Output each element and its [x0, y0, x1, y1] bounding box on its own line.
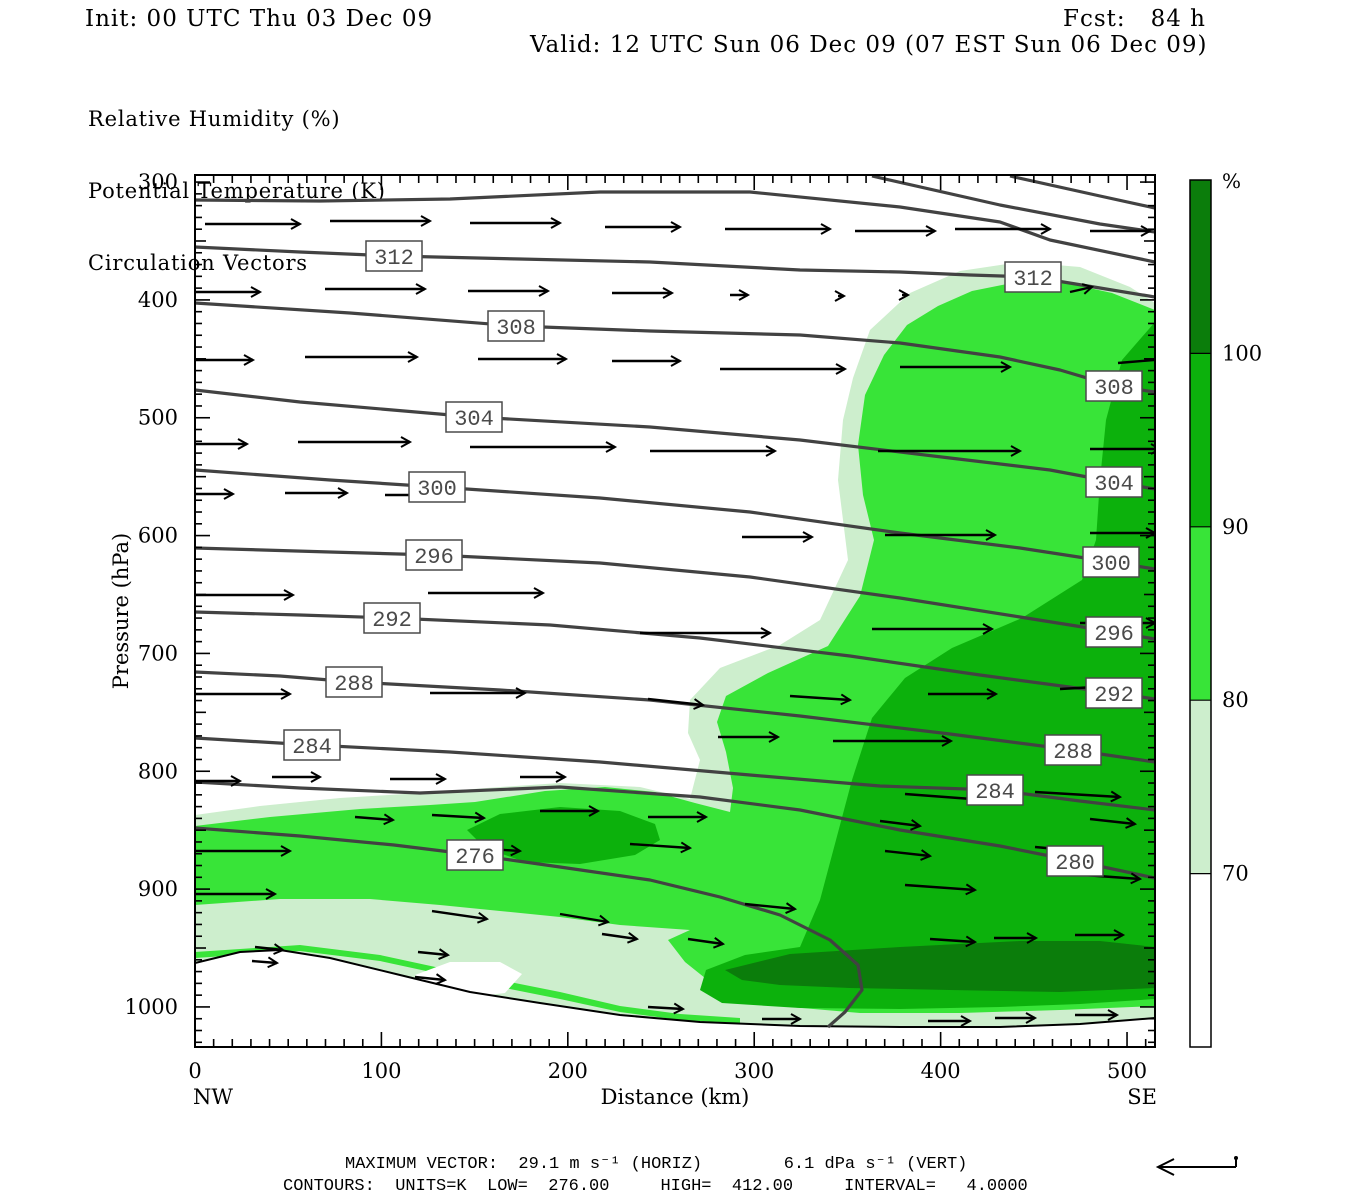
theta-contour-296: [195, 546, 1155, 641]
contour-label-308: 308: [496, 316, 536, 341]
y-tick-label: 900: [138, 877, 178, 901]
contour-label-304: 304: [1094, 472, 1134, 497]
colorbar: % 100 90 80 70: [1189, 169, 1262, 1048]
colorbar-tick-label: 70: [1222, 862, 1249, 886]
contour-label-300: 300: [1091, 552, 1131, 577]
colorbar-tick-label: 90: [1222, 515, 1249, 539]
rh-region-100: [725, 941, 1155, 992]
cross-section-plot: 312 312 308 308 304 304 300 300 296 296 292 292 288 2…: [109, 169, 1262, 1109]
contour-label-284: 284: [975, 780, 1015, 805]
y-tick-label: 600: [138, 524, 178, 548]
x-tick-label: 200: [548, 1059, 588, 1083]
contour-label-296: 296: [1094, 622, 1134, 647]
y-tick-label: 800: [138, 759, 178, 783]
contour-label-296: 296: [414, 545, 454, 570]
contour-label-280: 280: [1055, 851, 1095, 876]
field-circulation-vectors: Circulation Vectors: [88, 251, 308, 275]
axis-labels: 0 100 200 300 400 500 300 400 500 600 700 800 900 100…: [109, 170, 1157, 1109]
y-tick-label: 400: [138, 288, 178, 312]
max-vector-annotation: MAXIMUM VECTOR: 29.1 m s⁻¹ (HORIZ) 6.1 d…: [345, 1155, 968, 1174]
theta-contour-284: [195, 736, 1155, 812]
theta-contour-324: [1009, 175, 1155, 210]
axes: [194, 174, 1156, 1048]
y-tick-label: 700: [138, 641, 178, 665]
max-vector-reference-arrow-icon: [1155, 1156, 1238, 1176]
x-tick-label: 0: [188, 1059, 201, 1083]
y-tick-label: 500: [138, 406, 178, 430]
x-tick-label: 400: [921, 1059, 961, 1083]
contour-label-284: 284: [292, 735, 332, 760]
y-axis-title: Pressure (hPa): [109, 533, 133, 689]
contour-label-300: 300: [417, 477, 457, 502]
x-axis-left-end-label: NW: [193, 1085, 233, 1109]
theta-contour-276: [195, 826, 864, 1029]
circulation-vectors: [195, 215, 1155, 1027]
contour-label-304: 304: [454, 407, 494, 432]
contour-label-312: 312: [374, 246, 414, 271]
contour-label-292: 292: [372, 608, 412, 633]
x-tick-label: 100: [361, 1059, 401, 1083]
theta-contour-292: [195, 610, 1155, 701]
x-axis-right-end-label: SE: [1127, 1085, 1157, 1109]
contour-label-312: 312: [1013, 267, 1053, 292]
contour-label-276: 276: [455, 845, 495, 870]
contour-label-308: 308: [1094, 376, 1134, 401]
y-tick-label: 1000: [125, 995, 178, 1019]
terrain-line: [195, 948, 1155, 1028]
theta-contours: [195, 175, 1155, 1029]
theta-contour-300: [195, 468, 1155, 571]
field-relative-humidity: Relative Humidity (%): [88, 107, 341, 131]
colorbar-tick-label: 100: [1222, 341, 1262, 365]
rh-shading: [195, 262, 1155, 1047]
contour-label-288: 288: [334, 672, 374, 697]
theta-contour-316: [195, 190, 1155, 264]
theta-contour-320: [871, 175, 1155, 234]
contour-label-288: 288: [1053, 740, 1093, 765]
x-tick-label: 300: [734, 1059, 774, 1083]
theta-contour-280: [195, 780, 1155, 880]
x-tick-label: 500: [1107, 1059, 1147, 1083]
contour-labels: 312 312 308 308 304 304 300 300 296 296 292 292 288 2…: [283, 240, 1143, 877]
forecast-hour-label: Fcst: 84 h: [1063, 6, 1206, 32]
x-axis-title: Distance (km): [601, 1085, 750, 1109]
rh-region-80: [195, 945, 740, 1023]
contours-annotation: CONTOURS: UNITS=K LOW= 276.00 HIGH= 412.…: [283, 1177, 1028, 1196]
init-time-label: Init: 00 UTC Thu 03 Dec 09: [85, 6, 434, 32]
colorbar-units: %: [1222, 169, 1241, 193]
rh-region-90: [700, 322, 1155, 1009]
y-tick-label: 300: [138, 170, 178, 194]
contour-label-292: 292: [1094, 683, 1134, 708]
colorbar-tick-label: 80: [1222, 688, 1249, 712]
valid-time-label: Valid: 12 UTC Sun 06 Dec 09 (07 EST Sun …: [530, 32, 1208, 58]
